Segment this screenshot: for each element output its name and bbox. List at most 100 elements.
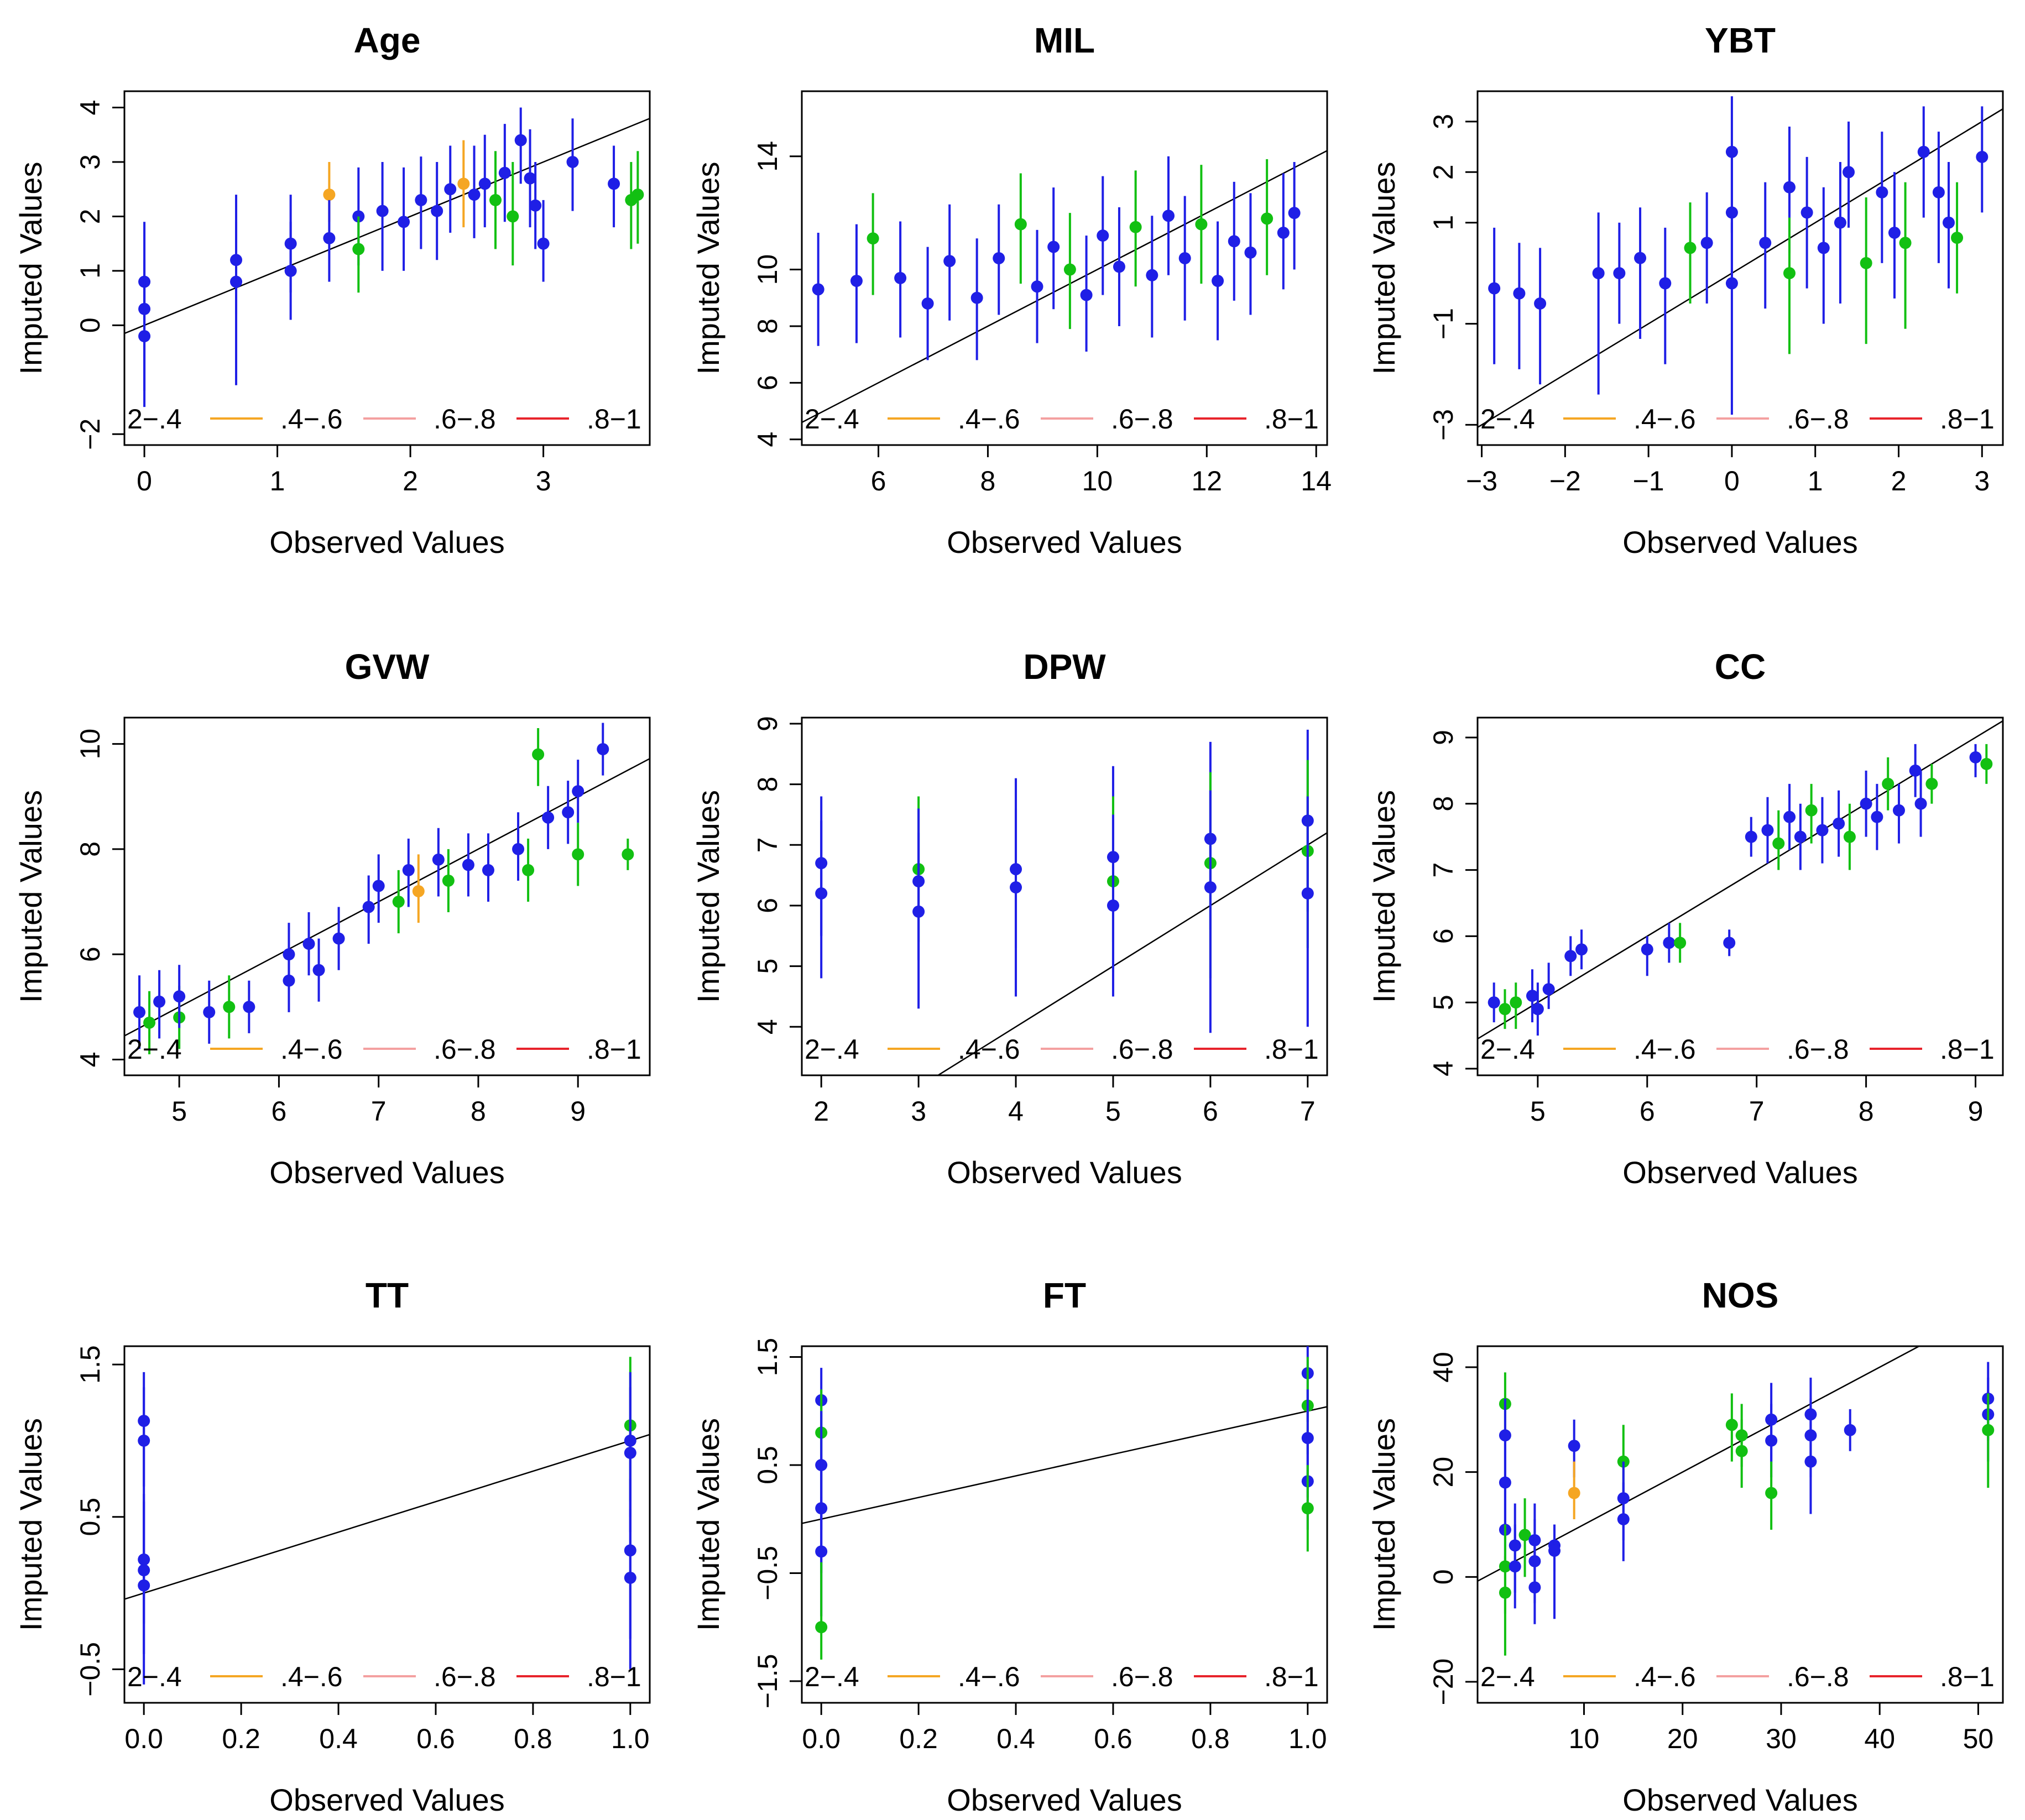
panel-title: FT <box>1043 1275 1086 1315</box>
y-tick-label: 3 <box>75 154 106 170</box>
reference-line <box>802 150 1327 423</box>
data-point <box>1976 150 1989 163</box>
data-point <box>1010 881 1022 894</box>
x-tick-label: 0.2 <box>899 1723 938 1754</box>
legend-label: .4−.6 <box>958 1034 1020 1065</box>
data-point <box>1969 751 1982 763</box>
legend-label: .6−.8 <box>1111 404 1173 435</box>
y-tick-label: −3 <box>1428 409 1459 441</box>
plot-frame <box>123 90 651 446</box>
data-point <box>489 193 502 206</box>
x-tick-label: 0.8 <box>1191 1723 1230 1754</box>
data-point <box>1097 229 1109 242</box>
data-point <box>1228 235 1240 248</box>
data-point <box>1634 252 1647 264</box>
legend-label: .8−1 <box>1940 404 1995 435</box>
x-tick-label: 8 <box>1859 1096 1874 1127</box>
plot-frame <box>123 1345 651 1704</box>
data-point <box>1499 1476 1511 1489</box>
data-point <box>1860 257 1872 269</box>
data-point <box>622 848 634 861</box>
panel-cc: CC Observed Values Imputed Values 5 6 7 8 9 4 5 6 7… <box>1366 647 2004 1190</box>
x-tick-label: 1 <box>1808 466 1823 496</box>
plot-frame <box>1476 717 2004 1076</box>
data-point <box>912 905 925 918</box>
legend-label: 2−.4 <box>127 1034 182 1065</box>
x-axis-label: Observed Values <box>1622 1155 1857 1190</box>
y-tick-label: 0 <box>1428 1569 1459 1584</box>
data-point <box>512 843 525 855</box>
y-tick-label: −20 <box>1428 1659 1459 1706</box>
data-point <box>138 1434 150 1447</box>
data-layer <box>124 1357 650 1685</box>
x-tick-label: 1 <box>270 466 285 496</box>
data-point <box>1063 263 1076 276</box>
x-tick-label: 0.6 <box>1094 1723 1132 1754</box>
data-point <box>1860 797 1872 810</box>
x-tick-label: 9 <box>570 1096 586 1127</box>
data-point <box>1816 824 1829 836</box>
y-tick-label: −1 <box>1428 308 1459 339</box>
legend-label: .4−.6 <box>1633 404 1696 435</box>
x-tick-label: 7 <box>1749 1096 1765 1127</box>
data-point <box>1735 1445 1748 1457</box>
data-layer <box>124 107 650 407</box>
reference-line <box>1478 1346 1921 1582</box>
data-point <box>850 275 863 287</box>
legend-label: .4−.6 <box>1633 1661 1696 1692</box>
panel-dpw: DPW Observed Values Imputed Values 2 3 4 5 6 7 4 5… <box>691 647 1328 1190</box>
y-axis-label: Imputed Values <box>13 1418 48 1631</box>
data-point <box>542 811 555 824</box>
legend-label: .8−1 <box>1940 1661 1995 1692</box>
data-point <box>1531 1003 1544 1016</box>
data-point <box>1534 297 1547 310</box>
legend-label: .8−1 <box>587 404 641 435</box>
data-point <box>1542 983 1555 996</box>
data-layer <box>1478 96 2003 428</box>
data-point <box>362 901 375 913</box>
x-tick-label: 1.0 <box>1288 1723 1327 1754</box>
data-point <box>524 172 536 185</box>
y-tick-label: 1 <box>75 263 106 279</box>
panel-nos: NOS Observed Values Imputed Values 10 20 30 40… <box>1366 1275 2004 1817</box>
y-axis-label: Imputed Values <box>1366 790 1401 1003</box>
x-tick-label: 5 <box>171 1096 187 1127</box>
data-point <box>1641 943 1653 956</box>
panel-ybt: YBT Observed Values Imputed Values −3 −2 −1 0 1… <box>1366 20 2004 559</box>
data-point <box>1244 246 1257 259</box>
data-point <box>1844 1424 1856 1436</box>
data-point <box>894 271 907 284</box>
data-point <box>1499 1429 1511 1442</box>
x-axis-label: Observed Values <box>947 525 1182 559</box>
x-tick-label: 3 <box>536 466 551 496</box>
panel-title: YBT <box>1705 20 1776 60</box>
y-tick-label: 20 <box>1428 1457 1459 1488</box>
data-point <box>1528 1581 1541 1594</box>
data-point <box>572 848 584 861</box>
data-point <box>1162 210 1175 222</box>
y-tick-label: 4 <box>75 100 106 116</box>
x-tick-label: 2 <box>1891 466 1907 496</box>
data-point <box>153 995 166 1008</box>
x-tick-label: 0 <box>1724 466 1740 496</box>
y-tick-label: 6 <box>1428 928 1459 944</box>
data-point <box>1080 289 1093 301</box>
reference-line <box>936 832 1327 1075</box>
legend-label: .8−1 <box>1264 404 1319 435</box>
data-point <box>537 237 550 250</box>
data-point <box>1899 237 1912 249</box>
data-point <box>1800 206 1813 219</box>
data-point <box>1892 804 1905 817</box>
x-tick-label: 2 <box>403 466 418 496</box>
panel-title: GVW <box>345 647 430 687</box>
data-point <box>1301 1502 1314 1515</box>
data-point <box>1909 764 1922 777</box>
legend-label: .4−.6 <box>280 1034 343 1065</box>
data-point <box>1765 1434 1778 1447</box>
data-point <box>1725 1419 1738 1431</box>
legend-label: .6−.8 <box>1111 1661 1173 1692</box>
data-point <box>498 166 511 179</box>
data-point <box>412 885 425 897</box>
data-point <box>1951 232 1964 244</box>
